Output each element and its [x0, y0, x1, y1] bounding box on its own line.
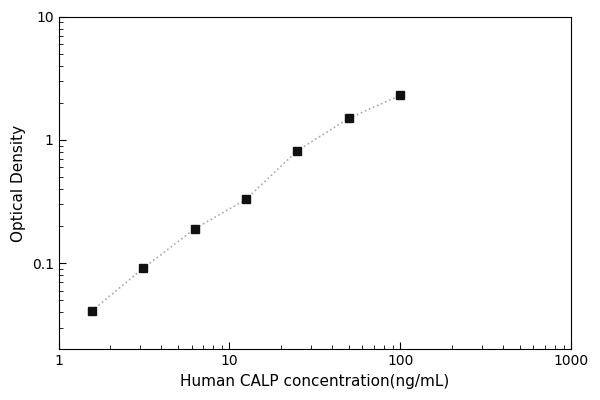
- Y-axis label: Optical Density: Optical Density: [11, 124, 26, 242]
- X-axis label: Human CALP concentration(ng/mL): Human CALP concentration(ng/mL): [181, 374, 449, 389]
